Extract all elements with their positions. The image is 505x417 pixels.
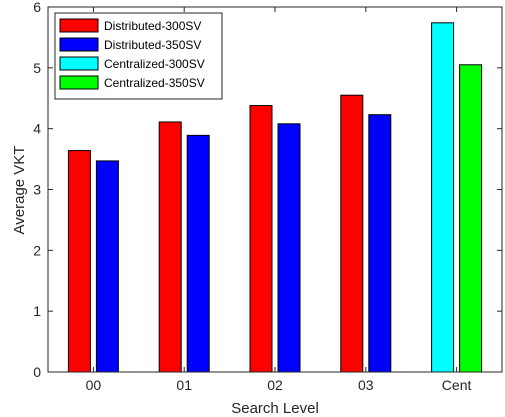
x-axis: 00 01 02 03 Cent bbox=[86, 7, 472, 393]
legend-swatch-1 bbox=[59, 18, 99, 33]
y-tick-label: 4 bbox=[33, 121, 41, 137]
x-axis-label: Search Level bbox=[231, 400, 319, 417]
y-tick-label: 1 bbox=[33, 303, 41, 319]
y-tick-label: 5 bbox=[33, 60, 41, 76]
x-tick-label: 03 bbox=[358, 377, 374, 393]
bar-00-series-1 bbox=[67, 150, 91, 373]
legend-swatch-3 bbox=[59, 56, 99, 71]
y-tick-label: 3 bbox=[33, 182, 41, 198]
bar-cent-series-4 bbox=[459, 64, 483, 373]
x-tick-label: 02 bbox=[267, 377, 283, 393]
bar-02-series-2 bbox=[277, 123, 301, 373]
bar-02-series-1 bbox=[249, 105, 273, 373]
legend-label-4: Centralized-350SV bbox=[104, 76, 205, 90]
y-tick-label: 6 bbox=[33, 0, 41, 15]
legend-label-2: Distributed-350SV bbox=[104, 38, 201, 52]
bar-cent-series-3 bbox=[431, 22, 455, 373]
y-tick-label: 0 bbox=[33, 364, 41, 380]
bars-group bbox=[67, 22, 483, 373]
y-tick-label: 2 bbox=[33, 242, 41, 258]
x-tick-label: 00 bbox=[86, 377, 102, 393]
bar-03-series-2 bbox=[368, 114, 392, 373]
x-tick-label: 01 bbox=[176, 377, 192, 393]
legend-label-3: Centralized-300SV bbox=[104, 57, 205, 71]
legend: Distributed-300SV Distributed-350SV Centra… bbox=[54, 12, 223, 100]
x-tick-label: Cent bbox=[442, 377, 472, 393]
legend-swatch-2 bbox=[59, 37, 99, 52]
bar-01-series-2 bbox=[186, 134, 210, 373]
bar-01-series-1 bbox=[158, 121, 182, 373]
bar-03-series-1 bbox=[340, 94, 364, 373]
legend-label-1: Distributed-300SV bbox=[104, 19, 201, 33]
y-axis: 0 1 2 3 4 5 6 bbox=[33, 0, 502, 380]
bar-00-series-2 bbox=[95, 160, 119, 373]
y-axis-label: Average VKT bbox=[11, 146, 28, 235]
legend-swatch-4 bbox=[59, 75, 99, 90]
